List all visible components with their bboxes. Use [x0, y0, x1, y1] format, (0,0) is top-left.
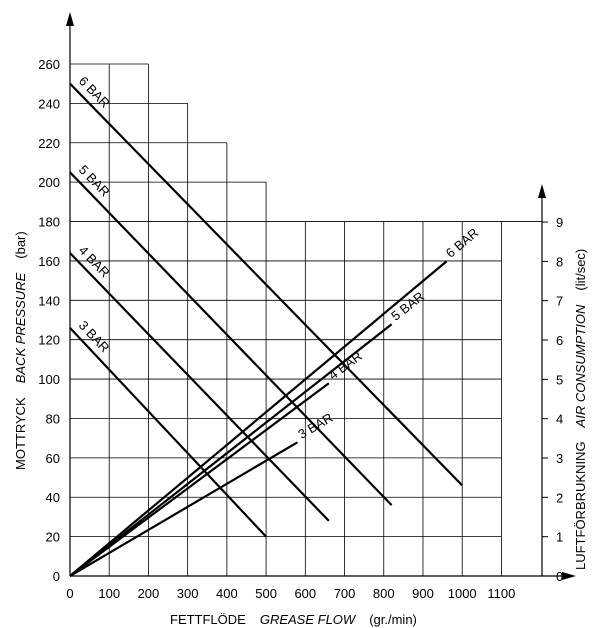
right-tick-label: 6	[556, 333, 563, 348]
left-tick-label: 100	[38, 372, 60, 387]
left-axis-label-sv: MOTTRYCK	[13, 397, 28, 470]
x-tick-label: 200	[138, 586, 160, 601]
right-tick-label: 8	[556, 254, 563, 269]
left-tick-label: 160	[38, 254, 60, 269]
right-tick-label: 1	[556, 530, 563, 545]
right-tick-label: 9	[556, 215, 563, 230]
left-tick-label: 200	[38, 175, 60, 190]
left-tick-label: 140	[38, 293, 60, 308]
right-tick-label: 4	[556, 412, 563, 427]
left-axis-unit: (bar)	[13, 231, 28, 258]
x-tick-label: 100	[98, 586, 120, 601]
left-tick-label: 220	[38, 136, 60, 151]
right-tick-label: 5	[556, 372, 563, 387]
left-tick-label: 40	[46, 490, 60, 505]
chart-series	[69, 82, 463, 577]
pressure-line-5-bar	[69, 171, 393, 506]
air-line-6-bar	[69, 260, 448, 577]
right-tick-label: 7	[556, 294, 563, 309]
pressure-line-4-bar	[69, 252, 330, 522]
air-line-4-bar	[69, 382, 330, 577]
right-axis-ticks: 0 1 2 3 4 5 6 7 8 9	[556, 215, 563, 584]
x-axis-title: FETTFLÖDE GREASE FLOW (gr./min)	[170, 612, 417, 627]
air-line-5-bar	[69, 323, 393, 577]
x-axis-ticks: 0 100 200 300 400 500 600 700 800 900 1000 1100	[66, 586, 515, 601]
pressure-series-label: 5 BAR	[76, 162, 113, 199]
right-axis-title: LUFTFÖRBRUKNING AIR CONSUMPTION (lit/sec)	[573, 249, 588, 570]
left-axis-title: MOTTRYCK BACK PRESSURE (bar)	[13, 231, 28, 470]
right-axis-unit: (lit/sec)	[573, 249, 588, 291]
x-axis-unit: (gr./min)	[369, 612, 417, 627]
air-line-3-bar	[69, 441, 299, 577]
x-axis-label-en: GREASE FLOW	[260, 612, 357, 627]
left-axis-ticks: 0 20 40 60 80 100 120 140 160 180 200 220 240 260	[38, 57, 60, 584]
x-tick-label: 0	[66, 586, 73, 601]
left-tick-label: 180	[38, 215, 60, 230]
right-tick-label: 3	[556, 451, 563, 466]
x-tick-label: 1100	[487, 586, 515, 601]
x-tick-label: 800	[373, 586, 395, 601]
left-tick-label: 20	[46, 530, 60, 545]
pressure-series-label: 3 BAR	[76, 318, 113, 356]
right-tick-label: 0	[556, 569, 563, 584]
x-tick-label: 900	[412, 586, 434, 601]
pressure-line-6-bar	[69, 82, 463, 487]
left-tick-label: 60	[46, 451, 60, 466]
right-axis-arrow	[538, 184, 546, 198]
right-axis-label-sv: LUFTFÖRBRUKNING	[573, 441, 588, 570]
left-tick-label: 120	[38, 333, 60, 348]
right-axis-label-en: AIR CONSUMPTION	[573, 304, 588, 428]
x-axis-label-sv: FETTFLÖDE	[170, 612, 246, 627]
pressure-line-3-bar	[69, 327, 267, 538]
x-tick-label: 600	[294, 586, 316, 601]
air-series-label: 3 BAR	[295, 410, 335, 442]
chart-grid	[70, 63, 548, 577]
chart-axes	[66, 12, 576, 580]
right-tick-label: 2	[556, 490, 563, 505]
x-tick-label: 300	[177, 586, 199, 601]
x-tick-label: 400	[216, 586, 238, 601]
left-axis-label-en: BACK PRESSURE	[13, 272, 28, 383]
x-tick-label: 700	[334, 586, 356, 601]
x-axis-arrow	[562, 572, 576, 580]
x-tick-label: 1000	[448, 586, 477, 601]
air-series-label: 4 BAR	[326, 348, 365, 382]
left-tick-label: 0	[53, 569, 60, 584]
left-tick-label: 260	[38, 57, 60, 72]
left-tick-label: 80	[46, 411, 60, 426]
pressure-series-label: 4 BAR	[76, 243, 113, 280]
left-axis-arrow	[66, 12, 74, 26]
left-tick-label: 240	[38, 96, 60, 111]
x-tick-label: 500	[255, 586, 277, 601]
pressure-series-label: 6 BAR	[76, 73, 113, 110]
